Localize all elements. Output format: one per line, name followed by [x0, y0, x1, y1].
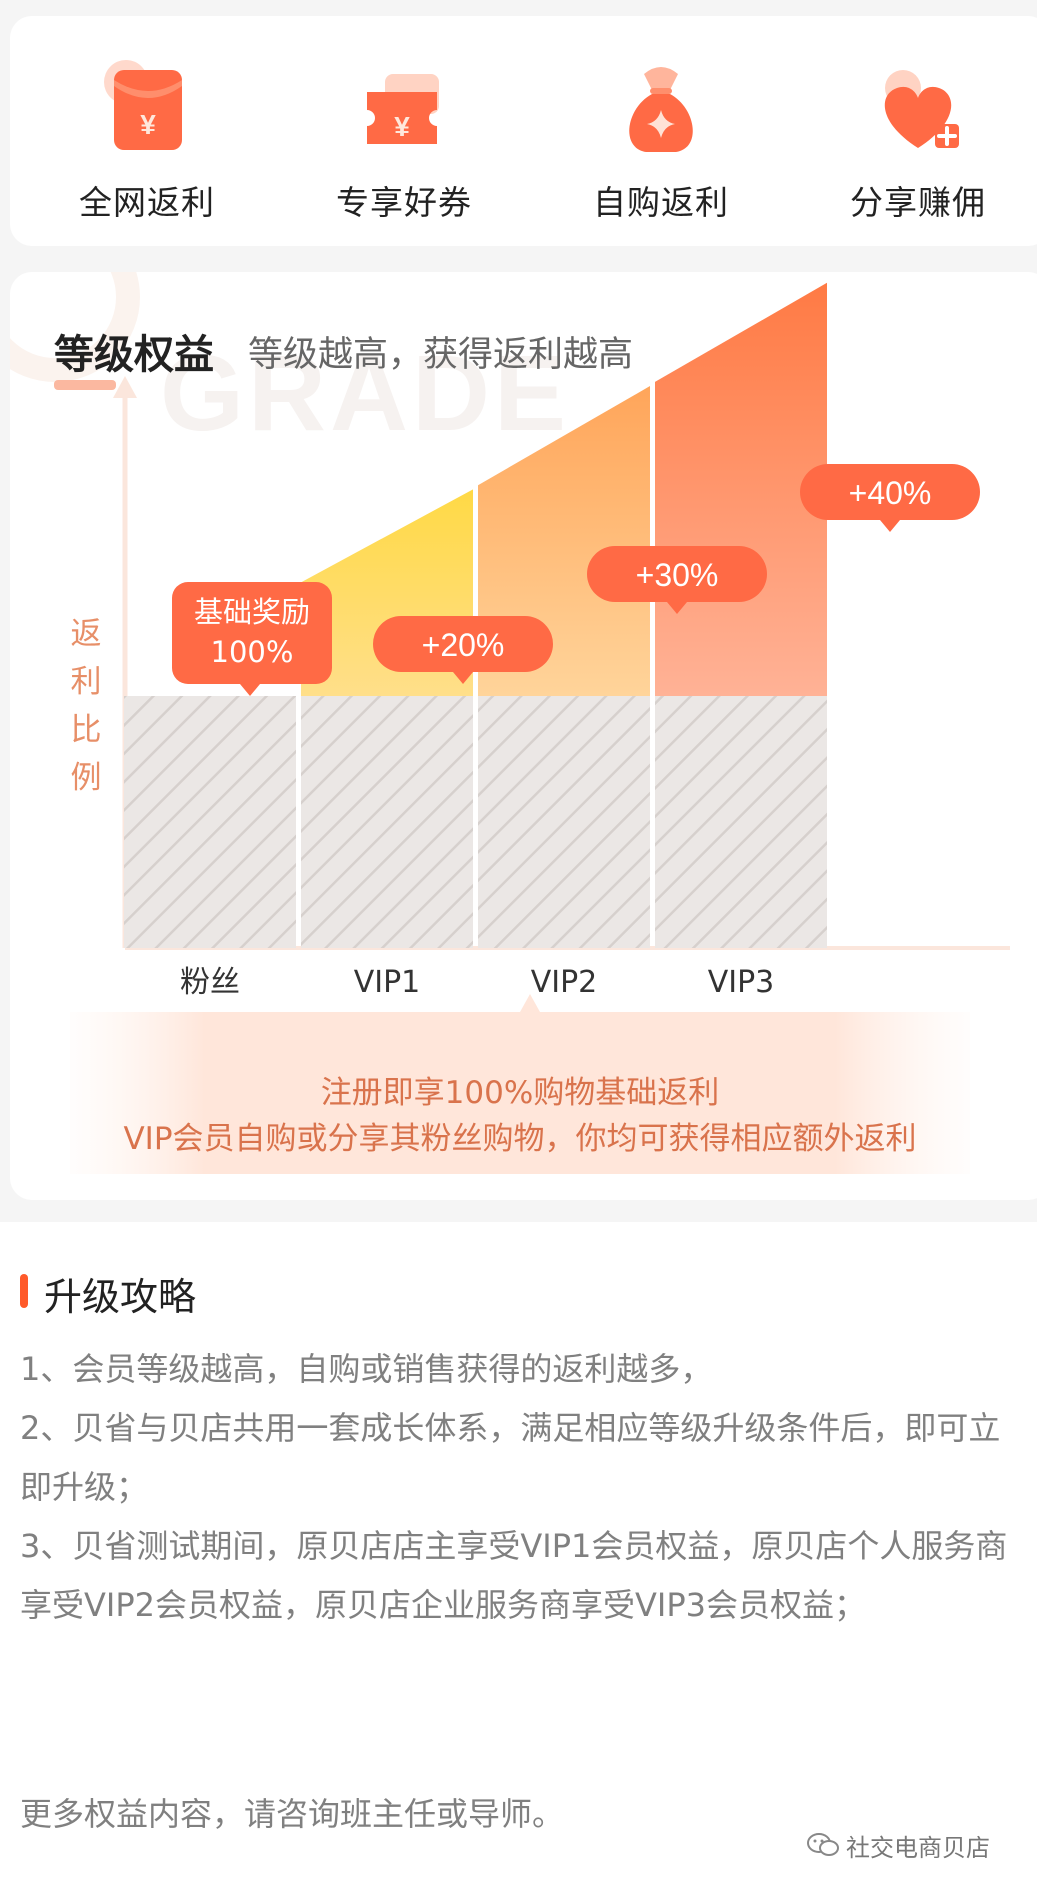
hint-line-1: 注册即享100%购物基础返利 [320, 1075, 720, 1111]
benefit-cashback-all[interactable]: ¥ 全网返利 [47, 16, 247, 246]
base-label-line-1: 基础奖励 [194, 595, 310, 629]
svg-text:¥: ¥ [394, 111, 410, 142]
strategy-item: 1、会员等级越高，自购或销售获得的返利越多， [20, 1350, 713, 1388]
x-tick-label: VIP3 [708, 965, 775, 1000]
x-tick-label: VIP1 [354, 965, 421, 1000]
heart-plus-icon [884, 70, 959, 148]
grade-card: GRADE 等级权益 等级越高，获得返利越高 [10, 272, 1037, 1200]
base-reward-bar [478, 696, 650, 948]
benefit-label: 专享好券 [336, 183, 472, 222]
wechat-icon [807, 1833, 839, 1856]
strategy-item: 3、贝省测试期间，原贝店店主享受VIP1会员权益，原贝店个人服务商享受VIP2会… [20, 1527, 1008, 1624]
y-axis-arrow [113, 376, 137, 398]
strategy-more-info: 更多权益内容，请咨询班主任或导师。 [20, 1795, 565, 1833]
extra-label-bubble [800, 464, 980, 532]
benefit-label: 自购返利 [593, 183, 729, 222]
grade-title: 等级权益 [54, 332, 214, 378]
extra-label-text: +30% [636, 557, 719, 593]
extra-label-text: +20% [422, 627, 505, 663]
upgrade-strategy-section: 升级攻略 1、会员等级越高，自购或销售获得的返利越多， 2、贝省与贝店共用一套成… [0, 1222, 1037, 1888]
base-reward-bar [124, 696, 296, 948]
base-label-bubble [172, 582, 332, 696]
base-label-line-2: 100% [211, 635, 294, 669]
grade-chart: 粉丝 VIP1 VIP2 VIP3 基础奖励 100% +20% +30% +40% [70, 282, 1010, 1174]
title-underline [54, 380, 116, 390]
grade-subtitle: 等级越高，获得返利越高 [248, 335, 634, 375]
benefit-self-purchase-cashback[interactable]: 自购返利 [561, 16, 761, 246]
x-tick-label: VIP2 [531, 965, 598, 1000]
tier-hint: 注册即享100%购物基础返利 VIP会员自购或分享其粉丝购物，你均可获得相应额外… [60, 1062, 980, 1172]
grade-watermark-word: GRADE [160, 332, 571, 453]
x-tick-label: 粉丝 [180, 965, 240, 1000]
extra-label-bubble [373, 616, 553, 684]
y-axis-label-text: 返利比例 [70, 616, 102, 796]
extra-label-text: +40% [849, 475, 932, 511]
red-envelope-icon: ¥ [104, 60, 182, 150]
benefit-label: 分享赚佣 [850, 183, 986, 222]
base-reward-bar [655, 696, 827, 948]
base-reward-bar [301, 696, 473, 948]
strategy-list: 1、会员等级越高，自购或销售获得的返利越多， 2、贝省与贝店共用一套成长体系，满… [20, 1340, 1020, 1635]
hint-line-2: VIP会员自购或分享其粉丝购物，你均可获得相应额外返利 [123, 1121, 917, 1157]
benefit-label: 全网返利 [79, 183, 215, 222]
benefits-card: ¥ 全网返利 ¥ 专享好券 自购返利 分享赚佣 [10, 16, 1037, 246]
coupon-icon: ¥ [367, 74, 439, 144]
watermark-text: 社交电商贝店 [846, 1833, 990, 1862]
hint-background [70, 994, 970, 1174]
benefit-share-commission[interactable]: 分享赚佣 [818, 16, 1018, 246]
strategy-title: 升级攻略 [44, 1275, 197, 1319]
section-accent-bar [20, 1274, 28, 1308]
money-bag-icon [629, 67, 693, 152]
account-watermark: 社交电商贝店 [806, 1825, 990, 1865]
benefit-exclusive-coupon[interactable]: ¥ 专享好券 [304, 16, 504, 246]
extra-label-bubble [587, 546, 767, 614]
strategy-item: 2、贝省与贝店共用一套成长体系，满足相应等级升级条件后，即可立即升级； [20, 1409, 1001, 1506]
y-axis-label: 返利比例 [66, 610, 106, 802]
svg-text:¥: ¥ [140, 109, 156, 140]
